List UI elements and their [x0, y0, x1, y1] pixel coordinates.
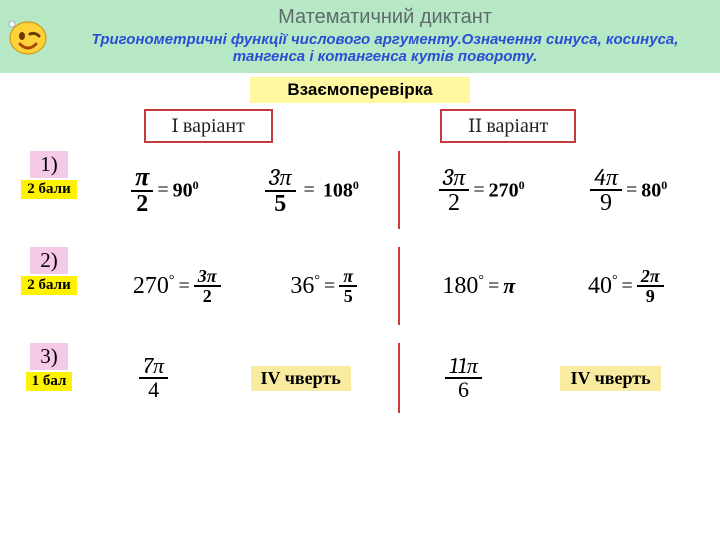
check-label: Взаємоперевірка — [250, 77, 470, 103]
r2-right-a: 180° = π — [442, 273, 515, 300]
r1-right-a: 3π2 = 2700 — [439, 165, 525, 215]
r2-right-b: 40° = 2π9 — [588, 267, 664, 305]
title: Математичний диктант — [60, 6, 710, 29]
row-3: 3) 1 бал 7π4 IV чверть 11π6 IV чверть — [20, 343, 700, 413]
r1-left-b: 3π5 = 1080 — [265, 165, 359, 216]
row-1: 1) 2 бали π2 = 900 3π5 = 1080 3π2 — [20, 151, 700, 229]
r2-left-a: 270° = 3π2 — [133, 267, 221, 305]
divider-2 — [398, 247, 400, 325]
divider-3 — [398, 343, 400, 413]
row2-score: 2 бали — [21, 276, 76, 295]
subtitle: Тригонометричні функції числового аргуме… — [60, 31, 710, 65]
divider-1 — [398, 151, 400, 229]
slide-header: Математичний диктант Тригонометричні фун… — [0, 0, 720, 73]
r3-right-quarter: IV чверть — [560, 366, 660, 391]
smiley-icon — [6, 14, 50, 58]
row2-number: 2) — [30, 247, 68, 274]
r3-left-quarter: IV чверть — [251, 366, 351, 391]
variant-2: II варіант — [440, 109, 576, 143]
variant-1: I варіант — [144, 109, 273, 143]
r2-left-b: 36° = π5 — [290, 267, 357, 305]
variants-row: I варіант II варіант — [60, 109, 660, 143]
r3-right-frac: 11π6 — [445, 355, 481, 401]
row1-number: 1) — [30, 151, 68, 178]
r1-right-b: 4π9 = 800 — [590, 165, 667, 215]
row-2: 2) 2 бали 270° = 3π2 36° = π5 180° — [20, 247, 700, 325]
row3-number: 3) — [30, 343, 68, 370]
row1-score: 2 бали — [21, 180, 76, 199]
r3-left-frac: 7π4 — [139, 355, 168, 401]
row3-score: 1 бал — [26, 372, 73, 391]
r1-left-a: π2 = 900 — [131, 164, 198, 216]
